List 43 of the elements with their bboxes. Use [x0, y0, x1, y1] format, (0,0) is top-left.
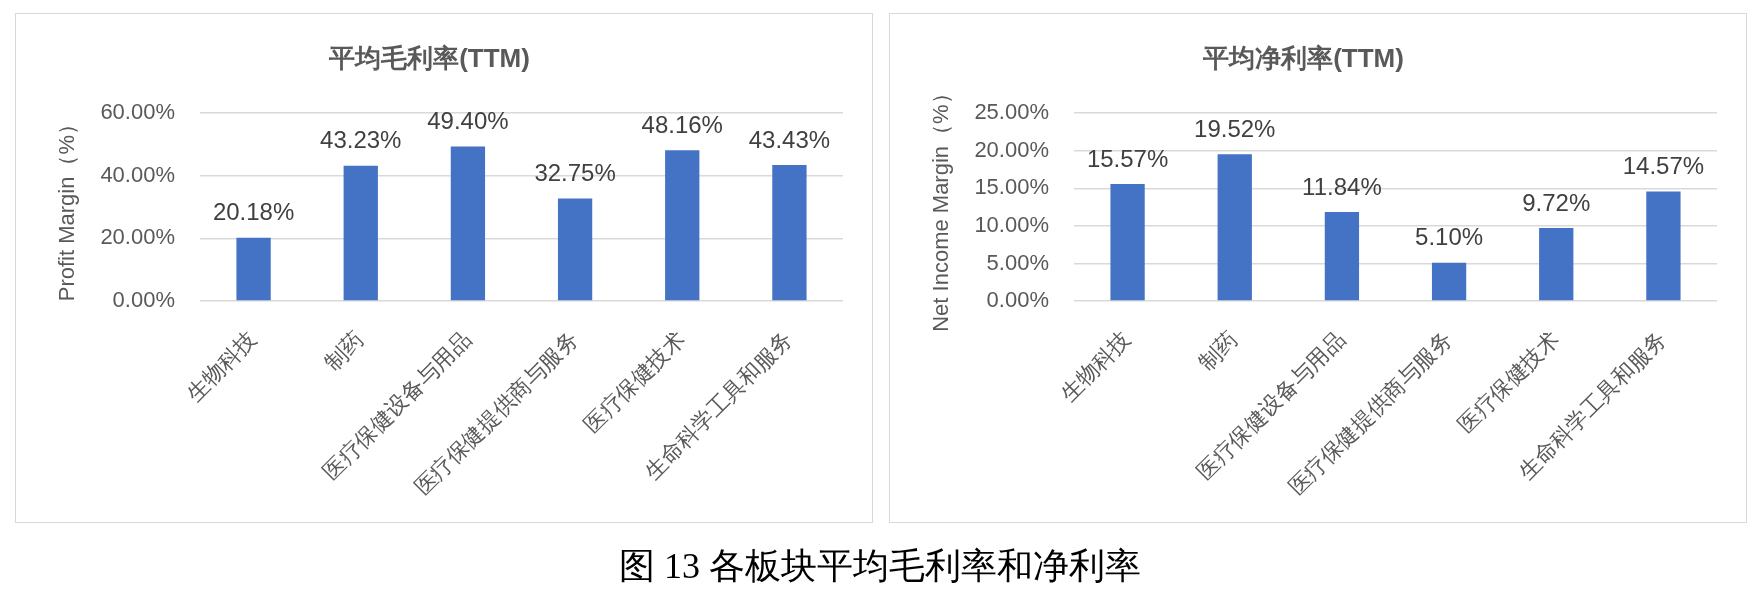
data-label: 43.43%	[748, 125, 831, 153]
x-tick-label: 制药	[319, 326, 369, 376]
data-label: 11.84%	[1302, 172, 1382, 200]
y-tick-label: 5.00%	[986, 249, 1049, 275]
y-tick-label: 60.00%	[100, 99, 175, 125]
data-label: 14.57%	[1622, 152, 1705, 180]
y-tick-label: 40.00%	[100, 161, 175, 187]
x-tick-label: 生物科技	[1055, 326, 1136, 407]
data-label: 9.72%	[1522, 188, 1591, 216]
chart-title: 平均毛利率(TTM)	[328, 42, 530, 73]
data-label: 48.16%	[641, 110, 723, 138]
y-tick-label: 0.00%	[986, 287, 1049, 313]
x-tick-label: 制药	[1193, 326, 1243, 376]
data-label: 49.40%	[427, 107, 509, 134]
bar	[1110, 184, 1145, 301]
y-tick-label: 0.00%	[112, 287, 175, 313]
data-label: 32.75%	[534, 159, 616, 187]
y-tick-label: 20.00%	[974, 136, 1049, 162]
bar	[1324, 212, 1360, 301]
y-tick-label: 10.00%	[974, 211, 1049, 237]
y-tick-label: 20.00%	[100, 224, 175, 250]
text: 图 13 各板块平均毛利率和净利率	[619, 545, 1141, 588]
bar	[1646, 191, 1681, 301]
data-label: 15.57%	[1086, 144, 1169, 172]
bar	[236, 237, 271, 301]
bar	[772, 165, 807, 301]
data-label: 43.23%	[320, 126, 402, 154]
bar	[1217, 154, 1252, 301]
x-tick-label: 生物科技	[181, 326, 262, 407]
y-tick-label: 15.00%	[974, 174, 1049, 200]
bar	[665, 150, 700, 301]
y-axis-title: Profit Margin（%）	[54, 112, 80, 302]
bar	[557, 198, 593, 301]
bar	[450, 146, 486, 301]
data-label: 5.10%	[1415, 223, 1484, 251]
chart-title: 平均净利率(TTM)	[1202, 42, 1404, 73]
data-label: 20.18%	[212, 198, 295, 226]
bar	[1539, 227, 1574, 301]
data-label: 19.52%	[1194, 114, 1276, 142]
bar	[343, 165, 378, 301]
bar	[1431, 262, 1467, 301]
y-tick-label: 25.00%	[974, 99, 1049, 125]
y-axis-title: Net Income Margin（%）	[928, 82, 954, 332]
